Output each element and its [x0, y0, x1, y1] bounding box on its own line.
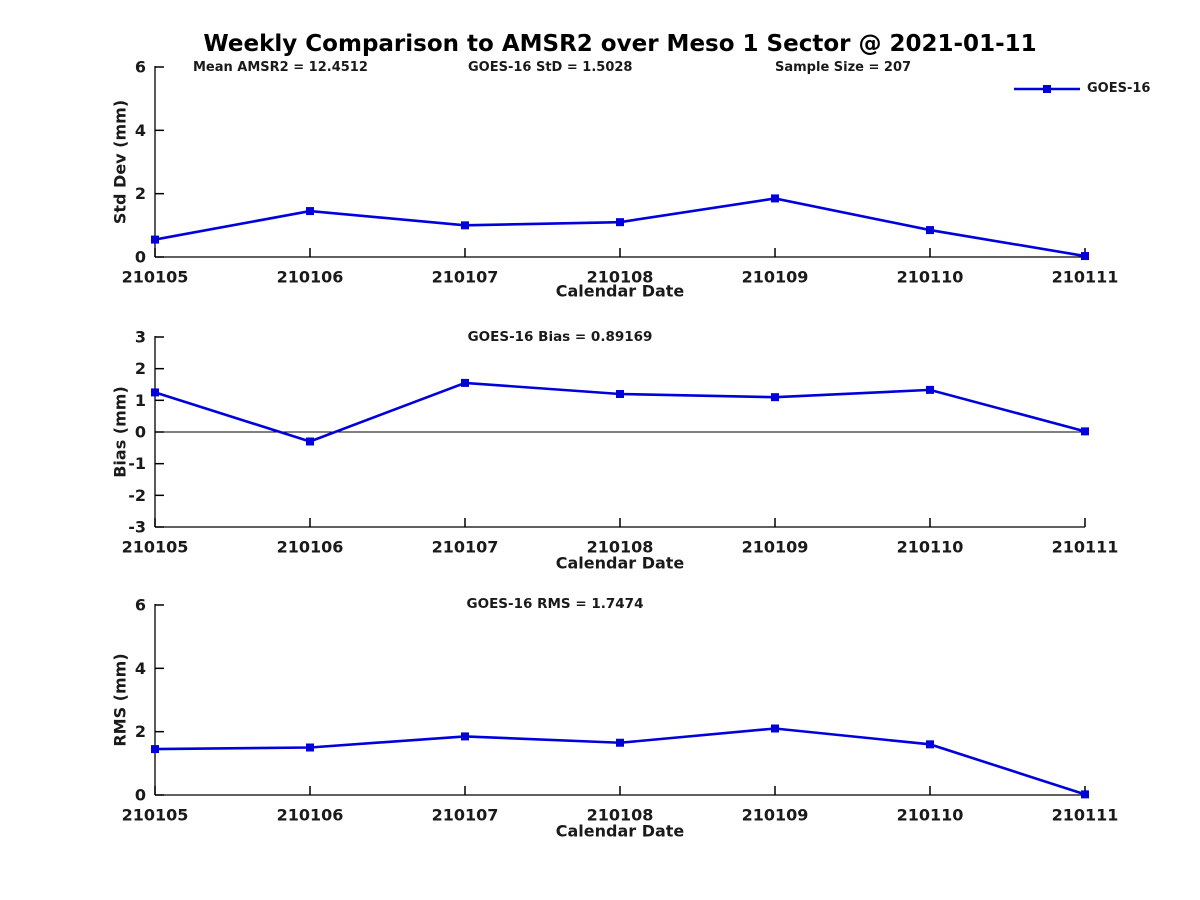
x-tick-label: 210110 [897, 268, 964, 287]
x-tick-label: 210107 [432, 268, 499, 287]
y-axis-label: RMS (mm) [111, 653, 130, 746]
data-point-marker [616, 390, 624, 398]
y-tick-label: -3 [128, 518, 146, 537]
data-point-marker [771, 393, 779, 402]
annotation-mean-amsr2: Mean AMSR2 = 12.4512 [193, 60, 368, 75]
y-tick-label: 4 [135, 121, 146, 140]
x-tick-label: 210110 [897, 538, 964, 557]
y-tick-label: 2 [135, 722, 146, 741]
x-tick-label: 210109 [742, 268, 809, 287]
x-axis-label: Calendar Date [556, 282, 685, 301]
x-axis-label: Calendar Date [556, 822, 685, 841]
y-tick-label: 0 [135, 786, 146, 805]
y-tick-label: 6 [135, 58, 146, 77]
data-point-marker [771, 194, 779, 203]
data-point-marker [306, 743, 314, 752]
y-tick-label: -1 [128, 454, 146, 473]
data-point-marker [461, 221, 469, 230]
y-axis-label: Bias (mm) [111, 386, 130, 478]
data-point-marker [616, 738, 624, 747]
x-tick-label: 210108 [587, 268, 654, 287]
x-tick-label: 210111 [1052, 538, 1119, 557]
x-tick-label: 210108 [587, 806, 654, 825]
annotation-sample-size: Sample Size = 207 [775, 60, 912, 75]
x-tick-label: 210111 [1052, 268, 1119, 287]
y-tick-label: 2 [135, 184, 146, 203]
legend-line-marker-icon [1014, 84, 1080, 93]
legend-label: GOES-16 [1087, 81, 1151, 96]
x-tick-label: 210106 [277, 538, 344, 557]
annotation-goes16-std: GOES-16 StD = 1.5028 [468, 60, 633, 75]
x-axis-label: Calendar Date [556, 554, 685, 573]
y-tick-label: 2 [135, 359, 146, 378]
x-tick-label: 210108 [587, 538, 654, 557]
chart-title: Weekly Comparison to AMSR2 over Meso 1 S… [203, 31, 1037, 57]
series-line [154, 197, 1086, 258]
y-tick-label: 0 [135, 248, 146, 267]
data-point-marker [306, 437, 314, 446]
x-tick-label: 210110 [897, 806, 964, 825]
x-tick-label: 210107 [432, 538, 499, 557]
x-tick-label: 210105 [122, 806, 189, 825]
data-point-marker [151, 388, 159, 397]
data-point-marker [461, 378, 469, 387]
x-tick-label: 210109 [742, 538, 809, 557]
y-tick-label: 4 [135, 659, 146, 678]
data-point-marker [926, 385, 934, 394]
y-axis-label: Std Dev (mm) [111, 100, 130, 224]
y-tick-label: -2 [128, 486, 146, 505]
data-point-marker [461, 732, 469, 741]
panel-title: GOES-16 RMS = 1.7474 [467, 596, 644, 612]
x-tick-label: 210106 [277, 806, 344, 825]
legend: GOES-16 [1013, 81, 1150, 96]
y-tick-label: 0 [135, 423, 146, 442]
data-point-marker [306, 207, 314, 216]
y-tick-label: 1 [135, 391, 146, 410]
x-tick-label: 210111 [1052, 806, 1119, 825]
x-tick-label: 210105 [122, 538, 189, 557]
series-line [154, 727, 1086, 796]
panel-title: GOES-16 Bias = 0.89169 [468, 329, 653, 345]
x-tick-label: 210109 [742, 806, 809, 825]
data-point-marker [151, 235, 159, 244]
y-tick-label: 6 [135, 596, 146, 615]
data-point-marker [151, 745, 159, 754]
data-point-marker [1081, 790, 1089, 799]
data-point-marker [771, 724, 779, 733]
data-point-marker [926, 226, 934, 235]
data-point-marker [616, 218, 624, 227]
data-point-marker [1081, 252, 1089, 261]
data-point-marker [926, 740, 934, 749]
data-point-marker [1081, 427, 1089, 436]
x-tick-label: 210105 [122, 268, 189, 287]
y-tick-label: 3 [135, 328, 146, 347]
x-tick-label: 210107 [432, 806, 499, 825]
x-tick-label: 210106 [277, 268, 344, 287]
